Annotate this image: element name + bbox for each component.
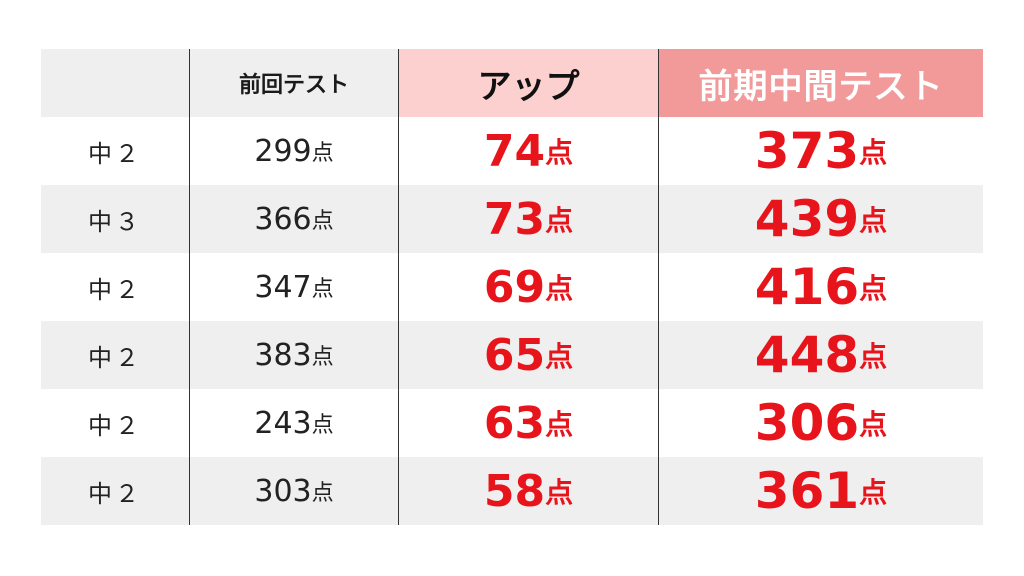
previous-score-cell: 347 点: [189, 253, 398, 321]
unit-label: 点: [859, 340, 888, 373]
grade-cell: 中２: [88, 139, 142, 168]
unit-label: 点: [311, 345, 334, 370]
unit-label: 点: [311, 209, 334, 234]
unit-label: 点: [311, 141, 334, 166]
midterm-score-cell: 448 点: [658, 321, 983, 389]
midterm-score-cell: 439 点: [658, 185, 983, 253]
grade-cell: 中２: [88, 275, 142, 304]
unit-label: 点: [311, 481, 334, 506]
grade-cell: 中２: [88, 411, 142, 440]
header-previous-test: 前回テスト: [189, 49, 398, 117]
increase-cell: 74 点: [398, 117, 658, 185]
table-row: 中２ 347 点 69 点 416 点: [41, 253, 983, 321]
table-row: 中２ 243 点 63 点 306 点: [41, 389, 983, 457]
unit-label: 点: [311, 413, 334, 438]
unit-label: 点: [545, 340, 574, 373]
unit-label: 点: [859, 204, 888, 237]
increase-cell: 73 点: [398, 185, 658, 253]
unit-label: 点: [545, 136, 574, 169]
score-table: 前回テスト アップ 前期中間テスト 中２ 299 点 74 点 373 点 中３ 36…: [41, 49, 983, 525]
previous-score-cell: 383 点: [189, 321, 398, 389]
unit-label: 点: [859, 272, 888, 305]
unit-label: 点: [859, 476, 888, 509]
unit-label: 点: [545, 408, 574, 441]
table-row: 中３ 366 点 73 点 439 点: [41, 185, 983, 253]
midterm-score-cell: 416 点: [658, 253, 983, 321]
unit-label: 点: [545, 272, 574, 305]
header-midterm-test: 前期中間テスト: [658, 49, 983, 117]
unit-label: 点: [859, 136, 888, 169]
previous-score-cell: 303 点: [189, 457, 398, 525]
increase-cell: 58 点: [398, 457, 658, 525]
midterm-score-cell: 306 点: [658, 389, 983, 457]
previous-score-cell: 366 点: [189, 185, 398, 253]
increase-cell: 69 点: [398, 253, 658, 321]
increase-cell: 63 点: [398, 389, 658, 457]
unit-label: 点: [545, 476, 574, 509]
table-row: 中２ 383 点 65 点 448 点: [41, 321, 983, 389]
unit-label: 点: [545, 204, 574, 237]
grade-cell: 中２: [88, 343, 142, 372]
previous-score-cell: 299 点: [189, 117, 398, 185]
table-row: 中２ 299 点 74 点 373 点: [41, 117, 983, 185]
midterm-score-cell: 361 点: [658, 457, 983, 525]
table-header-row: 前回テスト アップ 前期中間テスト: [41, 49, 983, 117]
header-increase: アップ: [398, 49, 658, 117]
midterm-score-cell: 373 点: [658, 117, 983, 185]
table-row: 中２ 303 点 58 点 361 点: [41, 457, 983, 525]
grade-cell: 中３: [88, 207, 142, 236]
previous-score-cell: 243 点: [189, 389, 398, 457]
grade-cell: 中２: [88, 479, 142, 508]
unit-label: 点: [311, 277, 334, 302]
increase-cell: 65 点: [398, 321, 658, 389]
unit-label: 点: [859, 408, 888, 441]
header-grade: [41, 49, 189, 117]
